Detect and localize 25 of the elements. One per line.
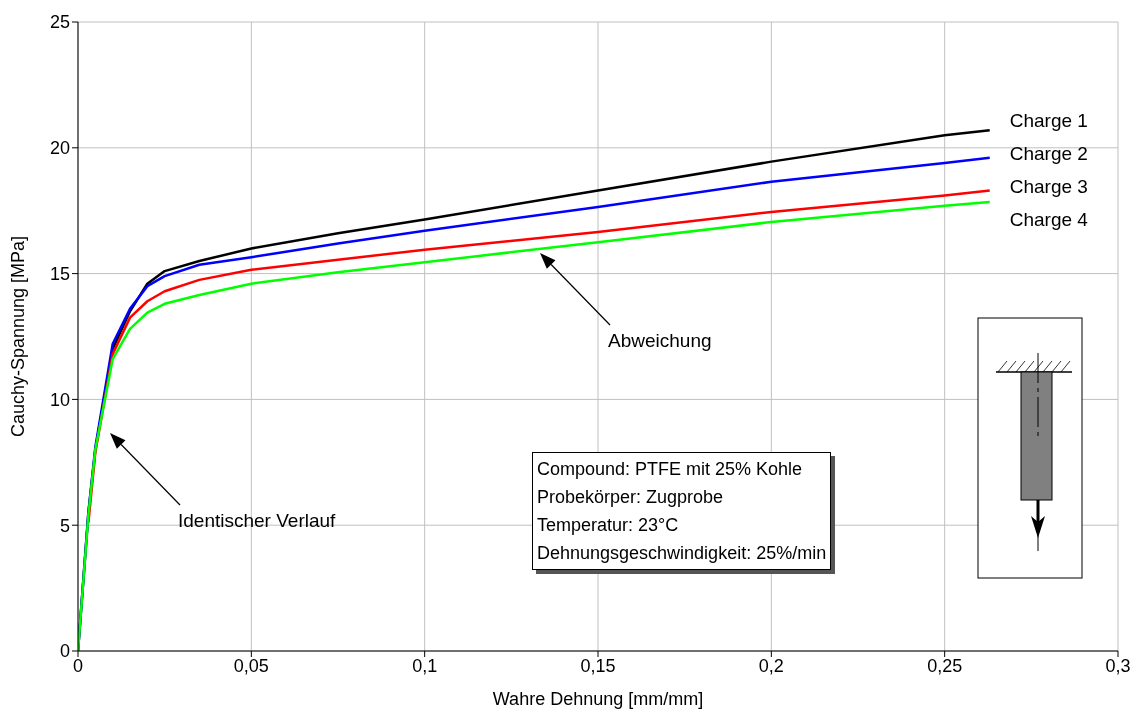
x-tick-label: 0,15	[580, 655, 616, 676]
y-tick-label: 0	[59, 641, 70, 662]
annotation: Abweichung	[608, 330, 712, 351]
x-tick-label: 0	[72, 655, 84, 676]
annotation: Probekörper: Zugprobe	[537, 486, 725, 509]
x-tick-label: 0,1	[412, 655, 438, 676]
y-axis-title: Cauchy-Spannung [MPa]	[8, 235, 29, 438]
x-tick-label: 0,25	[927, 655, 963, 676]
y-tick-label: 10	[49, 389, 70, 410]
series-label: Charge 3	[1009, 176, 1088, 198]
x-tick-label: 0,3	[1105, 655, 1131, 676]
annotation: Identischer Verlauf	[178, 510, 337, 531]
series-label: Charge 2	[1009, 143, 1088, 165]
series-label: Charge 1	[1009, 110, 1088, 132]
y-tick-label: 15	[49, 263, 70, 284]
y-tick-label: 25	[49, 12, 70, 33]
annotation: Compound: PTFE mit 25% Kohle	[537, 458, 804, 481]
x-tick-label: 0,05	[233, 655, 269, 676]
annotation: Dehnungsgeschwindigkeit: 25%/min	[537, 542, 827, 565]
y-tick-label: 20	[49, 138, 70, 159]
y-tick-label: 5	[59, 515, 70, 536]
annotation: Temperatur: 23°C	[537, 514, 680, 537]
x-tick-label: 0,2	[758, 655, 784, 676]
series-label: Charge 4	[1009, 209, 1089, 231]
x-axis-title: Wahre Dehnung [mm/mm]	[492, 689, 704, 709]
